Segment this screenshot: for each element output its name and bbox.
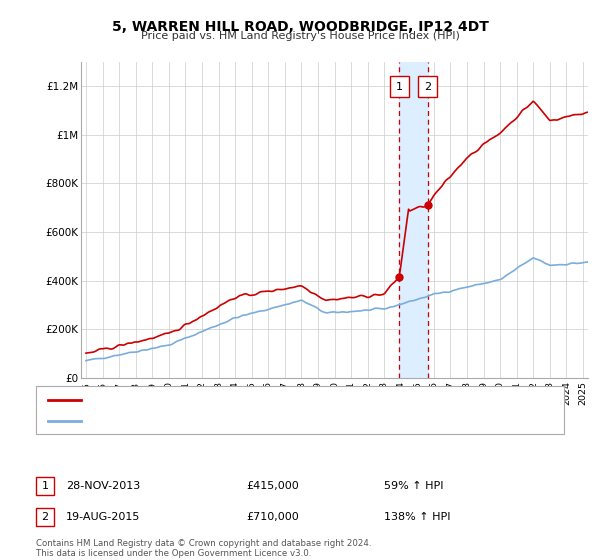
Text: 28-NOV-2013: 28-NOV-2013 (66, 481, 140, 491)
Text: 1: 1 (396, 82, 403, 92)
Text: 2: 2 (424, 82, 431, 92)
Text: 19-AUG-2015: 19-AUG-2015 (66, 512, 140, 521)
Text: £710,000: £710,000 (246, 512, 299, 521)
Text: 5, WARREN HILL ROAD, WOODBRIDGE, IP12 4DT (detached house): 5, WARREN HILL ROAD, WOODBRIDGE, IP12 4D… (88, 395, 421, 405)
Text: 59% ↑ HPI: 59% ↑ HPI (384, 481, 443, 491)
Text: Price paid vs. HM Land Registry's House Price Index (HPI): Price paid vs. HM Land Registry's House … (140, 31, 460, 41)
Text: 2: 2 (41, 512, 49, 521)
Text: £415,000: £415,000 (246, 481, 299, 491)
Text: 138% ↑ HPI: 138% ↑ HPI (384, 512, 451, 521)
Bar (399, 62, 428, 378)
Text: HPI: Average price, detached house, East Suffolk: HPI: Average price, detached house, East… (88, 416, 332, 426)
Text: 1: 1 (41, 481, 49, 491)
Text: Contains HM Land Registry data © Crown copyright and database right 2024.
This d: Contains HM Land Registry data © Crown c… (36, 539, 371, 558)
Text: 5, WARREN HILL ROAD, WOODBRIDGE, IP12 4DT: 5, WARREN HILL ROAD, WOODBRIDGE, IP12 4D… (112, 20, 488, 34)
